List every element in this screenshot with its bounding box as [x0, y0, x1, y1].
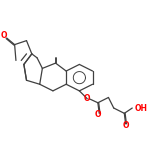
Text: O: O — [84, 94, 91, 103]
Text: O: O — [123, 121, 130, 130]
Text: O: O — [95, 110, 101, 119]
Text: OH: OH — [135, 103, 148, 112]
Text: O: O — [1, 31, 7, 40]
